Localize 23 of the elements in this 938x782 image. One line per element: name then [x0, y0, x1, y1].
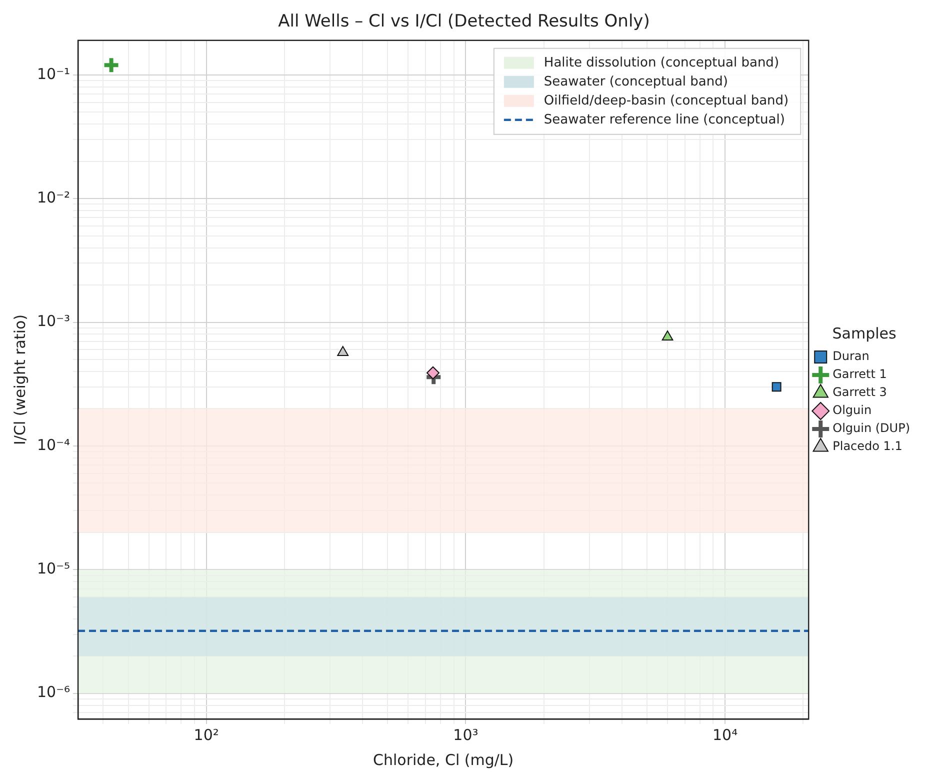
legend-label: Garrett 3 — [832, 385, 887, 400]
legend-label: Seawater reference line (conceptual) — [544, 112, 785, 128]
y-axis-title: I/Cl (weight ratio) — [10, 314, 29, 445]
y-tick-label: 10⁻⁴ — [36, 436, 70, 454]
y-tick-label: 10⁻¹ — [36, 64, 70, 83]
y-tick-label: 10⁻⁵ — [36, 560, 70, 578]
x-tick-label: 10⁴ — [712, 726, 738, 744]
y-tick-label: 10⁻³ — [36, 312, 70, 330]
y-tick-label: 10⁻⁶ — [36, 683, 70, 702]
legend-label: Halite dissolution (conceptual band) — [544, 55, 780, 70]
legend-label: Garrett 1 — [832, 367, 887, 382]
x-tick-label: 10² — [194, 726, 219, 744]
x-axis-title: Chloride, Cl (mg/L) — [373, 750, 514, 769]
legend-title: Samples — [832, 324, 897, 342]
legend-label: Placedo 1.1 — [832, 439, 902, 454]
legend-label: Oilfield/deep-basin (conceptual band) — [544, 93, 789, 108]
x-tick-label: 10³ — [453, 726, 478, 744]
legend-label: Duran — [832, 349, 870, 364]
chart-title: All Wells – Cl vs I/Cl (Detected Results Only) — [278, 12, 650, 32]
y-tick-label: 10⁻² — [36, 188, 70, 206]
legend-label: Olguin (DUP) — [832, 421, 910, 436]
legend-label: Seawater (conceptual band) — [544, 74, 728, 90]
legend-label: Olguin — [832, 403, 872, 418]
